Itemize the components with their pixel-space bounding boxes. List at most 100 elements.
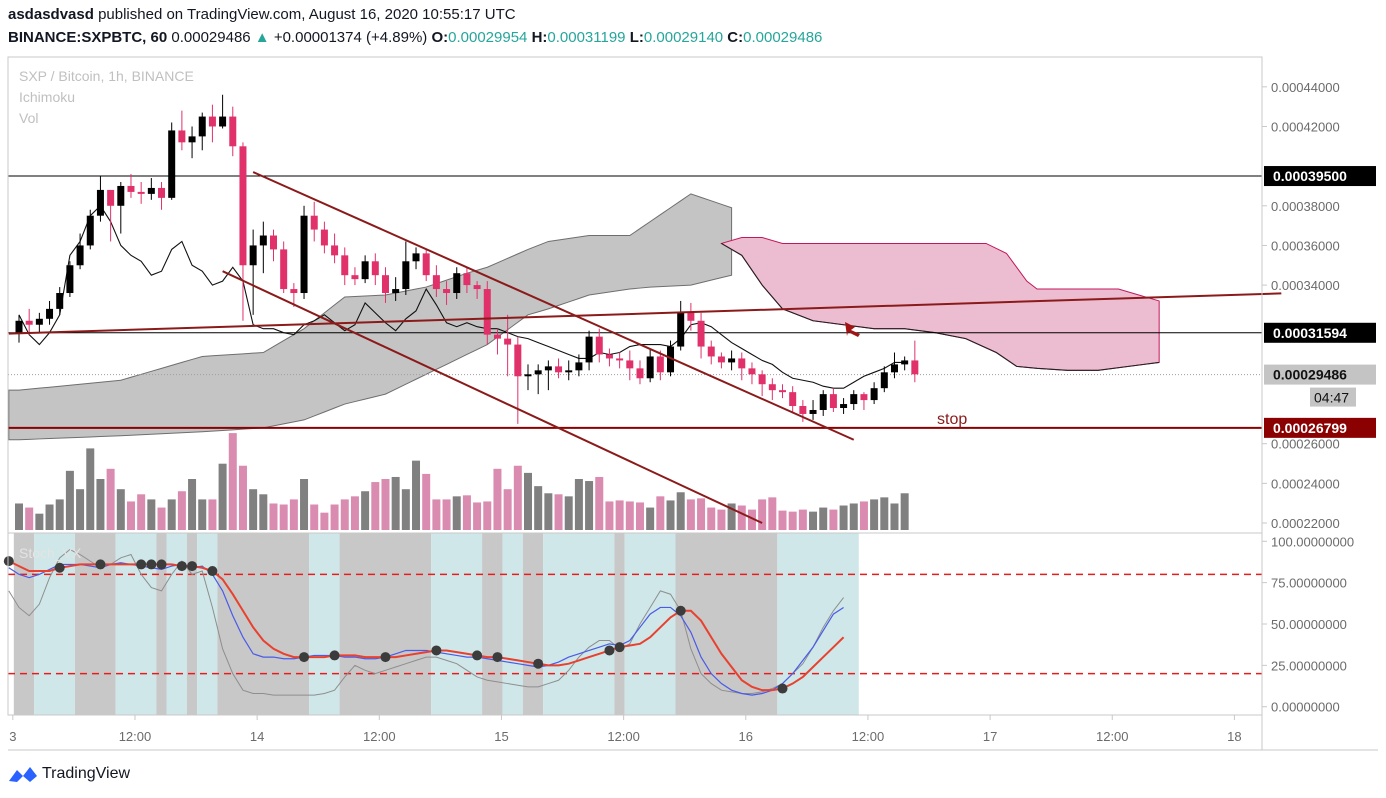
volume-bar — [809, 511, 818, 530]
volume-bar — [137, 494, 146, 530]
volume-bar — [259, 494, 268, 530]
candle-body — [402, 261, 410, 290]
volume-bar — [300, 479, 309, 530]
time-tick-label: 18 — [1227, 729, 1241, 744]
stoch-zone — [339, 533, 432, 715]
candle-body — [198, 116, 206, 137]
legend-ichimoku: Ichimoku — [19, 89, 75, 105]
alert-flag-icon[interactable] — [845, 322, 860, 337]
volume-bar — [391, 476, 400, 530]
candle-body — [463, 273, 471, 286]
price-label-text: 0.00031594 — [1273, 325, 1347, 341]
up-arrow-icon: ▲ — [254, 29, 270, 46]
volume-bar — [717, 509, 726, 530]
candle-body — [381, 275, 389, 294]
stoch-zone — [675, 533, 778, 715]
trend-line[interactable] — [222, 270, 763, 524]
volume-bar — [177, 491, 186, 530]
candle-body — [270, 235, 277, 250]
price-label-text: 0.00039500 — [1273, 168, 1347, 184]
stoch-zone — [74, 533, 116, 715]
volume-bar — [157, 507, 166, 530]
stoch-zone — [522, 533, 544, 715]
price-change: +0.00001374 (+4.89%) — [273, 29, 428, 46]
open-value: 0.00029954 — [448, 29, 528, 46]
volume-bar — [106, 468, 115, 530]
candle-body — [168, 130, 176, 198]
author-name[interactable]: asdasdvasd — [8, 6, 94, 23]
candle-body — [46, 308, 54, 319]
candle-body — [687, 312, 695, 321]
price-tick-label: 0.00026000 — [1271, 437, 1340, 452]
candle-body — [901, 360, 909, 365]
stoch-zone — [614, 533, 625, 715]
candle-body — [575, 362, 583, 371]
volume-bar — [493, 468, 502, 530]
ichimoku-cloud-layer — [8, 193, 1160, 441]
osc-tick-label: 50.00000000 — [1271, 617, 1347, 632]
candle-body — [412, 253, 420, 262]
volume-bar — [859, 501, 868, 530]
candle-body — [493, 334, 501, 339]
candle-body — [717, 356, 725, 363]
volume-bar — [126, 501, 135, 530]
candle-body — [310, 215, 318, 230]
volume-bar — [116, 489, 125, 530]
volume-bar — [524, 472, 532, 530]
price-label-text: 0.00026799 — [1273, 420, 1347, 436]
symbol-name: BINANCE:SXPBTC, 60 — [8, 29, 168, 46]
stoch-zone — [166, 533, 187, 715]
volume-bar — [188, 479, 197, 530]
time-tick-label: 12:00 — [363, 729, 396, 744]
volume-bar — [900, 493, 909, 530]
candle-body — [331, 245, 339, 256]
price-tick-label: 0.00022000 — [1271, 516, 1340, 531]
stoch-cross-marker — [492, 652, 503, 663]
candle-body — [96, 189, 104, 216]
tradingview-logo-icon — [9, 767, 37, 782]
low-label: L: — [629, 29, 644, 46]
stoch-zones-layer — [13, 533, 859, 715]
price-tick-label: 0.00036000 — [1271, 238, 1340, 253]
stoch-cross-marker — [604, 645, 615, 656]
low-value: 0.00029140 — [643, 29, 724, 46]
price-chart[interactable]: 0.00044000 0.00042000 0.00038000 0.00036000… — [0, 0, 1386, 760]
stoch-zone — [624, 533, 676, 715]
price-label-text: 0.00029486 — [1273, 367, 1347, 383]
chart-frame — [7, 56, 1378, 751]
legend-title: SXP / Bitcoin, 1h, BINANCE — [19, 68, 194, 84]
volume-bar — [238, 465, 247, 530]
high-label: H: — [531, 29, 548, 46]
volume-bar — [819, 507, 828, 530]
volume-bar — [269, 503, 278, 530]
candle-body — [473, 285, 481, 290]
price-tick-label: 0.00024000 — [1271, 476, 1340, 491]
candle-body — [178, 130, 186, 143]
trend-line[interactable] — [252, 171, 855, 441]
close-label: C: — [727, 29, 744, 46]
candle-body — [707, 346, 715, 357]
candle-body — [565, 370, 573, 373]
volume-bar — [452, 496, 461, 530]
tenkan-line — [18, 204, 905, 389]
candle-body — [66, 265, 74, 294]
axes-layer: 0.00044000 0.00042000 0.00038000 0.00036000… — [9, 80, 1376, 744]
volume-bar — [564, 496, 573, 530]
trend-line[interactable] — [8, 292, 1282, 335]
volume-bar — [35, 513, 44, 530]
candle-body — [870, 388, 878, 401]
volume-bar — [412, 460, 421, 530]
candle-body — [840, 404, 848, 409]
stop-annotation[interactable]: stop — [937, 411, 967, 428]
volume-bar — [198, 499, 207, 530]
countdown-box — [1310, 387, 1356, 407]
volume-bar — [788, 511, 797, 530]
volume-bar — [544, 493, 553, 530]
volume-bar — [483, 501, 492, 530]
candle-body — [422, 253, 430, 276]
volume-bar — [432, 499, 441, 530]
volume-bar — [218, 463, 227, 530]
legend-stoch: Stoch_VX — [19, 545, 82, 561]
tradingview-brand[interactable]: TradingView — [8, 764, 130, 784]
volume-bar — [595, 476, 604, 530]
